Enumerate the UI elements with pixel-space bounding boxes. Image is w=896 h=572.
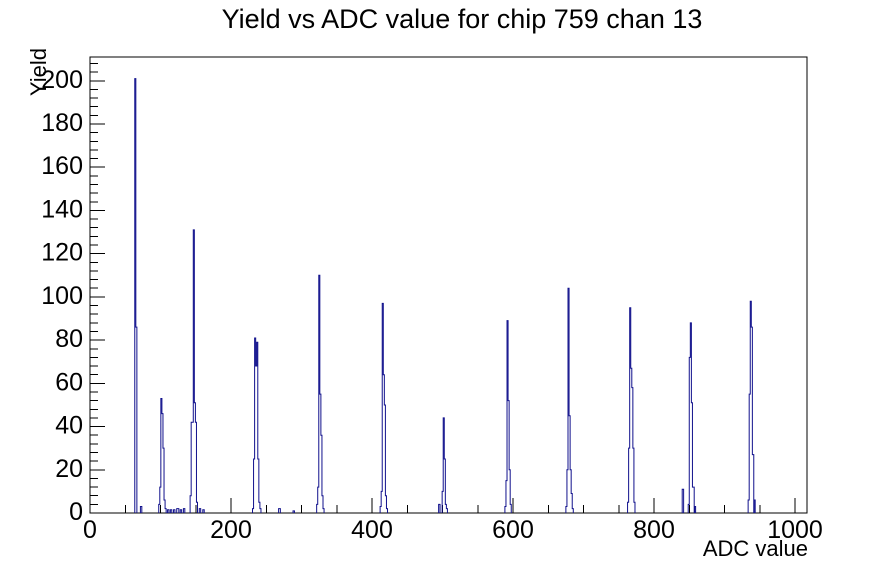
chart-title: Yield vs ADC value for chip 759 chan 13: [222, 4, 703, 34]
x-axis-tick-labels: 0 200 400 600 800 1000: [83, 516, 823, 544]
x-tick-label: 800: [633, 516, 675, 544]
x-tick-label: 400: [351, 516, 393, 544]
x-axis-title: ADC value: [703, 536, 808, 561]
y-axis-title: Yield: [26, 48, 51, 96]
y-tick-label: 160: [41, 152, 83, 180]
y-tick-label: 40: [55, 412, 83, 440]
y-tick-label: 20: [55, 455, 83, 483]
y-tick-label: 120: [41, 239, 83, 267]
y-tick-label: 180: [41, 109, 83, 137]
y-tick-label: 140: [41, 195, 83, 223]
x-tick-label: 1000: [767, 516, 823, 544]
x-tick-label: 600: [492, 516, 534, 544]
plot-frame: [89, 56, 808, 514]
y-tick-label: 80: [55, 325, 83, 353]
x-tick-label: 0: [83, 516, 97, 544]
y-axis-tick-labels: 0 20 40 60 80 100 120 140 160 180 200: [41, 66, 83, 526]
y-tick-label: 200: [41, 66, 83, 94]
y-tick-label: 60: [55, 368, 83, 396]
histogram-line: [134, 78, 756, 513]
x-tick-label: 200: [210, 516, 252, 544]
y-tick-label: 0: [69, 498, 83, 526]
y-axis-ticks: [90, 62, 105, 514]
y-tick-label: 100: [41, 282, 83, 310]
